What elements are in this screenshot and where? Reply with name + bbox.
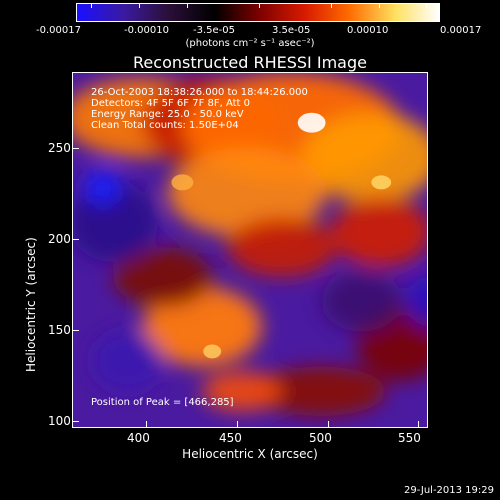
colorbar-tick [91,4,92,8]
plot-title: Reconstructed RHESSI Image [133,53,367,72]
colorbar-label-5: 0.00010 [347,25,389,36]
y-tick-200: 200 [48,232,71,246]
footer-date: 29-Jul-2013 19:29 [403,485,494,496]
colorbar-tick [259,4,260,8]
info-energy-range: Energy Range: 25.0 - 50.0 keV [91,109,244,120]
peak-position: Position of Peak = [466,285] [91,397,234,408]
colorbar-label-6: 0.00017 [440,25,482,36]
x-tick-450: 450 [219,431,242,445]
y-axis-title: Heliocentric Y (arcsec) [24,237,38,372]
colorbar-label-2: -0.00010 [124,25,169,36]
x-major-tick [146,421,147,428]
x-major-tick [328,421,329,428]
x-major-tick [237,421,238,428]
x-tick-500: 500 [309,431,332,445]
colorbar-label-1: -0.00017 [36,25,81,36]
y-tick-100: 100 [48,414,71,428]
colorbar-units: (photons cm⁻² s⁻¹ asec⁻²) [185,38,315,49]
colorbar [76,3,440,22]
x-tick-400: 400 [127,431,150,445]
y-tick-150: 150 [48,323,71,337]
y-major-tick [72,421,79,422]
colorbar-tick [331,4,332,8]
y-major-tick [72,148,79,149]
info-time-range: 26-Oct-2003 18:38:26.000 to 18:44:26.000 [91,87,308,98]
colorbar-tick [379,4,380,8]
x-tick-550: 550 [398,431,421,445]
colorbar-label-4: 3.5e-05 [272,25,311,36]
colorbar-label-3: -3.5e-05 [193,25,235,36]
x-major-tick [418,421,419,428]
y-tick-250: 250 [48,141,71,155]
info-clean-counts: Clean Total counts: 1.50E+04 [91,120,239,131]
x-axis-title: Heliocentric X (arcsec) [182,447,318,461]
image-plot: 26-Oct-2003 18:38:26.000 to 18:44:26.000… [72,72,428,428]
colorbar-tick [139,4,140,8]
y-major-tick [72,239,79,240]
colorbar-tick [187,4,188,8]
rhessi-heatmap [73,73,427,427]
info-detectors: Detectors: 4F 5F 6F 7F 8F, Att 0 [91,98,251,109]
colorbar-tick [426,4,427,8]
y-major-tick [72,330,79,331]
